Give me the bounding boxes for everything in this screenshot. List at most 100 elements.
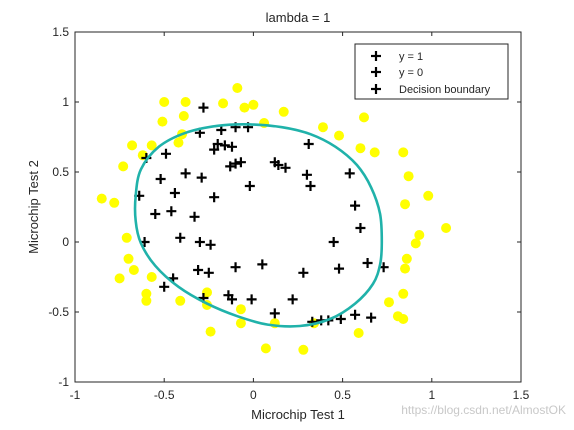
x-tick-label: -1 bbox=[70, 388, 81, 402]
negative-point bbox=[146, 272, 157, 282]
positive-point bbox=[328, 237, 339, 247]
negative-point bbox=[423, 190, 434, 201]
positive-point bbox=[226, 294, 237, 305]
negative-point bbox=[353, 328, 364, 338]
axes-box bbox=[74, 31, 522, 383]
y-axis-label: Microchip Test 2 bbox=[26, 160, 41, 254]
negative-point bbox=[248, 99, 259, 110]
positive-point bbox=[298, 267, 309, 278]
negative-point bbox=[96, 193, 107, 204]
positive-point bbox=[334, 263, 345, 274]
positive-point bbox=[362, 258, 373, 268]
legend-marker-positive bbox=[371, 51, 381, 61]
legend-entry-boundary: Decision boundary bbox=[399, 84, 491, 96]
watermark-text: https://blog.csdn.net/AlmostOK bbox=[401, 403, 566, 417]
negative-point bbox=[141, 295, 152, 306]
negative-point bbox=[317, 122, 328, 133]
positive-point bbox=[335, 314, 346, 324]
positive-point bbox=[287, 294, 298, 305]
negative-point bbox=[173, 137, 184, 148]
positive-point bbox=[212, 139, 223, 149]
negative-point bbox=[235, 318, 246, 329]
negative-point bbox=[369, 147, 380, 158]
y-tick-label: -0.5 bbox=[48, 305, 69, 319]
x-tick-label: 0 bbox=[250, 388, 257, 402]
negative-point bbox=[414, 230, 425, 240]
positive-point bbox=[209, 144, 220, 155]
positive-point bbox=[193, 265, 204, 275]
positive-point bbox=[205, 239, 216, 250]
x-tick-label: 0.5 bbox=[334, 388, 351, 402]
negative-point bbox=[398, 314, 409, 324]
positive-point bbox=[235, 157, 246, 168]
positive-point bbox=[303, 139, 314, 149]
negative-point bbox=[123, 253, 134, 264]
negative-point bbox=[178, 111, 189, 121]
positive-point bbox=[301, 169, 312, 180]
x-axis-label: Microchip Test 1 bbox=[251, 407, 345, 422]
negative-point bbox=[146, 140, 157, 151]
negative-point bbox=[403, 171, 414, 182]
x-tick-label: 1 bbox=[428, 388, 435, 402]
negative-point bbox=[121, 232, 132, 243]
positive-point bbox=[194, 237, 205, 247]
x-tick-label: 1.5 bbox=[513, 388, 530, 402]
positive-point bbox=[355, 223, 366, 233]
positive-point bbox=[166, 206, 177, 217]
negative-point bbox=[400, 263, 411, 274]
positive-point bbox=[366, 312, 377, 323]
positive-point bbox=[169, 188, 180, 198]
negative-point bbox=[128, 265, 139, 275]
positive-point bbox=[269, 308, 280, 319]
y-tick-label: 0 bbox=[62, 235, 69, 249]
positive-point bbox=[230, 158, 241, 169]
negative-point bbox=[334, 130, 345, 141]
negative-point bbox=[127, 140, 138, 151]
negative-point bbox=[235, 304, 246, 315]
negative-point bbox=[401, 253, 412, 264]
positive-point bbox=[226, 141, 237, 152]
x-tick-label: -0.5 bbox=[154, 388, 175, 402]
legend-marker-negative bbox=[371, 67, 381, 77]
positive-point bbox=[209, 192, 220, 203]
negative-point bbox=[398, 147, 409, 158]
negative-point bbox=[355, 143, 366, 154]
negative-point bbox=[218, 98, 229, 109]
negative-point bbox=[205, 326, 216, 337]
negative-point bbox=[278, 106, 289, 117]
negative-point bbox=[118, 161, 129, 172]
negative-point bbox=[180, 97, 191, 107]
negative-point bbox=[157, 116, 168, 127]
positive-point bbox=[280, 162, 291, 173]
positive-point bbox=[257, 259, 268, 270]
y-tick-label: 0.5 bbox=[52, 165, 69, 179]
positive-point bbox=[230, 262, 241, 273]
y-tick-label: 1 bbox=[62, 95, 69, 109]
negative-point bbox=[141, 288, 152, 299]
negative-point bbox=[114, 273, 125, 284]
ticks-layer: -1 -0.5 0 0.5 1 1.5 -1 -0.5 0 0.5 1 1.5 bbox=[48, 25, 529, 402]
negative-point bbox=[410, 238, 421, 249]
positive-point bbox=[350, 200, 361, 211]
positive-point bbox=[160, 148, 171, 159]
negative-point bbox=[175, 295, 186, 306]
positive-point bbox=[273, 160, 284, 170]
negative-point bbox=[232, 83, 243, 93]
negative-point bbox=[400, 199, 411, 210]
positive-point bbox=[350, 309, 361, 320]
chart-title: lambda = 1 bbox=[266, 10, 331, 25]
y-tick-label: -1 bbox=[58, 375, 69, 389]
positive-point bbox=[244, 181, 255, 191]
positive-point bbox=[198, 102, 209, 113]
positive-point bbox=[203, 267, 214, 278]
positive-point bbox=[159, 281, 170, 292]
negative-point bbox=[398, 288, 409, 299]
positive-point bbox=[246, 294, 257, 305]
boundary-layer bbox=[133, 123, 384, 328]
negative-point bbox=[239, 102, 250, 113]
negative-point bbox=[359, 112, 370, 123]
legend: y = 1 y = 0 Decision boundary bbox=[354, 43, 509, 100]
positive-point bbox=[196, 172, 207, 183]
decision-boundary-curve bbox=[133, 123, 384, 328]
y-tick-label: 1.5 bbox=[52, 25, 69, 39]
